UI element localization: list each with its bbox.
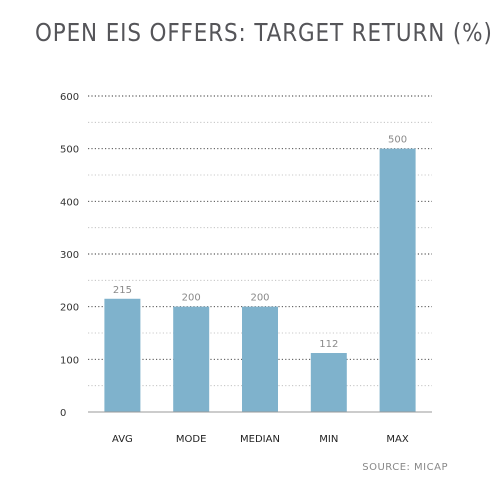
y-tick-label: 400 [60, 197, 79, 208]
x-tick-label: AVG [112, 434, 133, 445]
y-tick-label: 100 [60, 355, 79, 366]
bar [242, 306, 278, 412]
data-label: 200 [182, 293, 201, 304]
y-tick-label: 500 [60, 145, 79, 156]
source-note: SOURCE: MICAP [362, 462, 448, 473]
data-label: 500 [388, 135, 407, 146]
x-tick-label: MEDIAN [240, 434, 280, 445]
y-tick-label: 300 [60, 250, 79, 261]
bar [173, 306, 210, 412]
bar [310, 353, 347, 412]
y-tick-label: 0 [60, 408, 66, 419]
bar [104, 298, 141, 412]
x-tick-label: MODE [176, 434, 207, 445]
x-tick-label: MAX [386, 434, 408, 445]
y-tick-label: 200 [60, 303, 79, 314]
y-tick-label: 600 [60, 92, 79, 103]
data-label: 112 [319, 339, 338, 350]
bar [379, 148, 416, 412]
data-label: 200 [250, 293, 269, 304]
data-label: 215 [113, 285, 132, 296]
x-tick-label: MIN [319, 434, 338, 445]
chart-title: OPEN EIS OFFERS: TARGET RETURN (%) [35, 18, 493, 47]
